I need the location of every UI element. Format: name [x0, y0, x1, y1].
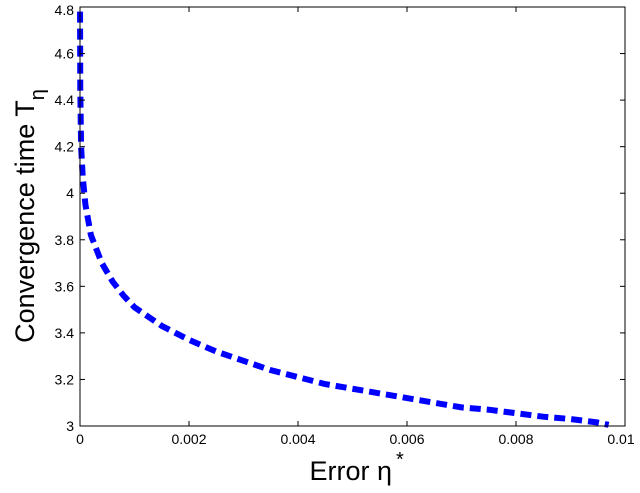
series-layer — [77, 11, 610, 428]
y-tick-label: 3.2 — [55, 371, 75, 387]
y-tick-label: 4.4 — [55, 92, 75, 108]
y-tick-label: 4 — [66, 185, 74, 201]
plot-background — [80, 7, 625, 426]
y-tick-label: 4.2 — [55, 139, 75, 155]
y-axis-label: Convergence time Tη — [10, 89, 49, 343]
y-tick-label: 3 — [66, 418, 74, 434]
x-axis-label: Error η — [309, 456, 392, 486]
x-tick-label: 0.002 — [171, 431, 206, 447]
y-axis-label-text: Convergence time T — [10, 100, 40, 343]
plot-frame — [79, 6, 626, 427]
x-axis-label-text: Error η — [309, 456, 392, 486]
series-line — [77, 11, 610, 428]
y-tick-label: 3.6 — [55, 278, 75, 294]
x-axis-label-superscript: * — [396, 449, 404, 471]
x-tick-label: 0.008 — [498, 431, 533, 447]
x-tick-label: 0 — [76, 431, 84, 447]
x-tick-label: 0.004 — [280, 431, 315, 447]
y-tick-label: 3.8 — [55, 232, 75, 248]
x-tick-label: 0.01 — [607, 431, 634, 447]
y-tick-label: 4.8 — [55, 2, 75, 18]
x-tick-label: 0.006 — [389, 431, 424, 447]
y-tick-label: 3.4 — [55, 325, 75, 341]
y-tick-label: 4.6 — [55, 46, 75, 62]
tick-layer: 0 0.002 0.004 0.006 0.008 0.01 3 3.2 3.4 3.6 3.8 4 4… — [55, 2, 635, 447]
y-axis-label-subscript: η — [27, 89, 49, 100]
